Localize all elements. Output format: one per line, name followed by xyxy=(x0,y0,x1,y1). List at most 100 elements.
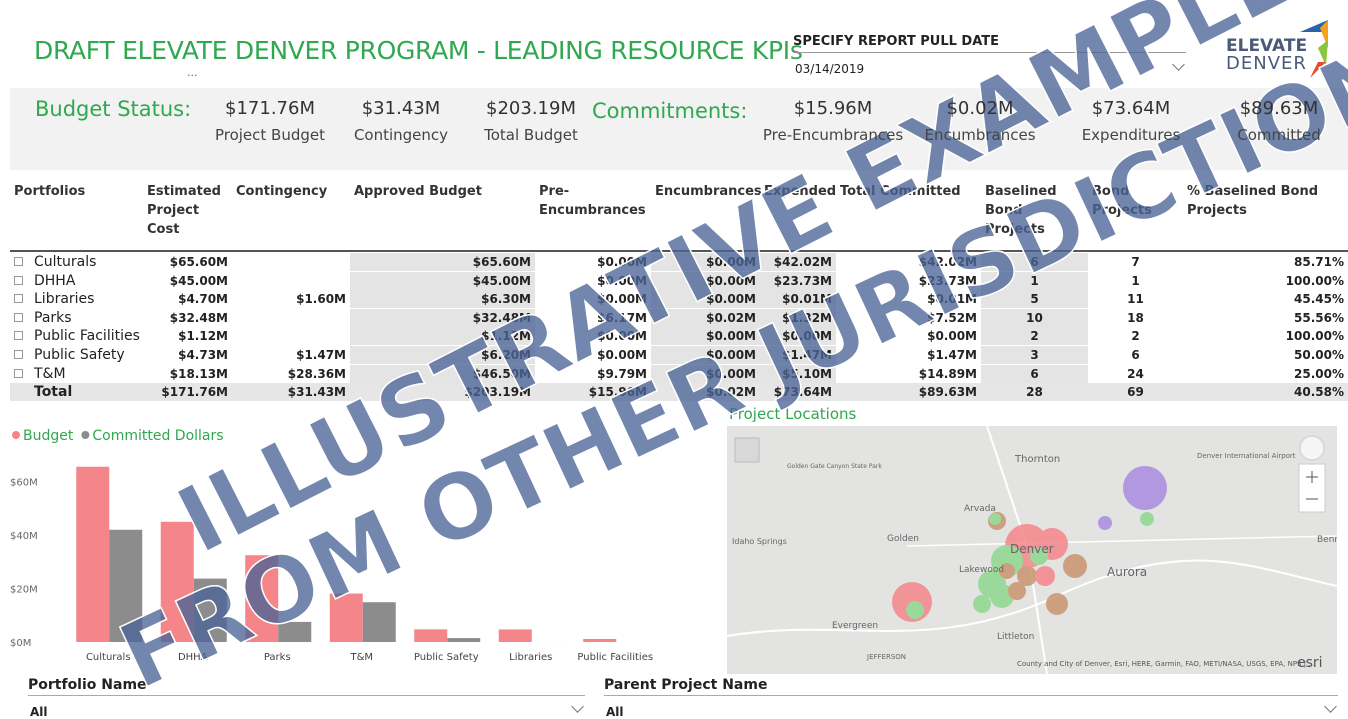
x-tick-label: Libraries xyxy=(509,652,552,663)
place-label: Golden Gate Canyon State Park xyxy=(787,463,882,470)
dashboard: DRAFT ELEVATE DENVER PROGRAM - LEADING R… xyxy=(0,0,1348,718)
date-label: SPECIFY REPORT PULL DATE xyxy=(793,34,999,49)
expand-toggle[interactable] xyxy=(14,313,23,322)
expand-toggle[interactable] xyxy=(14,350,23,359)
x-tick-label: T&M xyxy=(349,652,373,663)
y-tick-label: $20M xyxy=(10,585,38,596)
table-cell: $171.76M xyxy=(143,383,232,401)
table-cell: 2 xyxy=(981,327,1088,345)
table-cell: $45.00M xyxy=(143,272,232,290)
filter-dropdown[interactable]: All xyxy=(30,705,48,719)
table-cell: $0.02M xyxy=(651,383,760,401)
row-label: Total xyxy=(10,383,143,401)
place-label: Idaho Springs xyxy=(732,537,787,546)
table-cell: $1.47M xyxy=(836,346,981,364)
row-label: Libraries xyxy=(10,290,143,308)
bar xyxy=(447,638,480,642)
kpi-label: Pre-Encumbrances xyxy=(753,126,913,144)
table-cell: $0.00M xyxy=(535,272,651,290)
dropdown-chevron[interactable] xyxy=(571,700,584,713)
table-cell: 45.45% xyxy=(1183,290,1348,308)
table-cell xyxy=(232,272,350,290)
select-tool[interactable] xyxy=(735,438,759,462)
table-cell: $1.12M xyxy=(143,327,232,345)
table-cell: $0.00M xyxy=(651,272,760,290)
expand-toggle[interactable] xyxy=(14,331,23,340)
table-cell: $0.00M xyxy=(651,290,760,308)
table-cell: $46.50M xyxy=(350,365,535,383)
kpi-value: $31.43M xyxy=(331,98,471,119)
logo-mark xyxy=(1290,18,1330,80)
place-label: Benn xyxy=(1317,535,1337,545)
place-label: Denver xyxy=(1010,542,1054,556)
legend-label: Committed Dollars xyxy=(92,428,223,444)
table-cell xyxy=(232,327,350,345)
expand-toggle[interactable] xyxy=(14,369,23,378)
table-cell: $5.10M xyxy=(760,365,836,383)
table-cell: $89.63M xyxy=(836,383,981,401)
bar xyxy=(245,555,278,642)
table-cell: 100.00% xyxy=(1183,272,1348,290)
kpi-value: $15.96M xyxy=(763,98,903,119)
expand-toggle[interactable] xyxy=(14,294,23,303)
locate-button[interactable] xyxy=(1300,436,1324,460)
table-cell: $0.00M xyxy=(535,346,651,364)
expand-toggle[interactable] xyxy=(14,257,23,266)
table-cell: $0.00M xyxy=(651,327,760,345)
table-cell: $1.12M xyxy=(350,327,535,345)
filter-dropdown[interactable]: All xyxy=(606,705,624,719)
table-cell: $45.00M xyxy=(350,272,535,290)
table-cell: $1.47M xyxy=(232,346,350,364)
table-cell: $42.02M xyxy=(836,253,981,271)
date-dropdown[interactable]: 03/14/2019 xyxy=(795,62,864,76)
kpi-label: Encumbrances xyxy=(900,126,1060,144)
table-cell: $0.01M xyxy=(836,290,981,308)
column-header: Bond Projects xyxy=(1088,180,1183,222)
place-label: Littleton xyxy=(997,632,1034,642)
kpi-value: $89.63M xyxy=(1209,98,1348,119)
kpi-value: $203.19M xyxy=(461,98,601,119)
y-tick-label: $0M xyxy=(10,638,31,649)
header-rule xyxy=(10,250,1348,252)
column-header: Pre-Encumbrances xyxy=(535,180,651,222)
row-label: T&M xyxy=(10,365,143,383)
dropdown-chevron[interactable] xyxy=(1172,58,1185,71)
page-title: DRAFT ELEVATE DENVER PROGRAM - LEADING R… xyxy=(34,36,803,65)
bar xyxy=(414,629,447,642)
expand-toggle[interactable] xyxy=(14,276,23,285)
table-cell: $1.32M xyxy=(760,309,836,327)
x-tick-label: Public Facilities xyxy=(577,652,653,663)
table-cell: $0.00M xyxy=(836,327,981,345)
kpi-label: Total Budget xyxy=(451,126,611,144)
table-cell: $23.73M xyxy=(760,272,836,290)
table-cell: $0.00M xyxy=(535,290,651,308)
dropdown-chevron[interactable] xyxy=(1324,700,1337,713)
column-header: Total Committed xyxy=(836,180,981,203)
table-cell: $0.00M xyxy=(535,327,651,345)
column-header: Contingency xyxy=(232,180,350,203)
table-cell: 1 xyxy=(981,272,1088,290)
table-cell: 100.00% xyxy=(1183,327,1348,345)
more-options[interactable]: ... xyxy=(187,66,198,79)
table-cell xyxy=(232,309,350,327)
place-label: Evergreen xyxy=(832,621,878,631)
table-cell: $6.17M xyxy=(535,309,651,327)
x-tick-label: Public Safety xyxy=(414,652,479,663)
legend-label: Budget xyxy=(23,428,74,444)
table-cell: $65.60M xyxy=(350,253,535,271)
table-cell: 50.00% xyxy=(1183,346,1348,364)
kpi-label: Expenditures xyxy=(1051,126,1211,144)
legend-marker xyxy=(81,431,89,439)
x-tick-label: Parks xyxy=(264,652,291,663)
table-cell: 3 xyxy=(981,346,1088,364)
y-tick-label: $40M xyxy=(10,531,38,542)
table-cell: $1.47M xyxy=(760,346,836,364)
column-header: % Baselined Bond Projects xyxy=(1183,180,1348,222)
table-cell: $4.73M xyxy=(143,346,232,364)
column-header: Baselined Bond Projects xyxy=(981,180,1088,241)
row-label: Public Safety xyxy=(10,346,143,364)
table-cell: $28.36M xyxy=(232,365,350,383)
bar xyxy=(499,629,532,642)
table-cell: $6.30M xyxy=(350,290,535,308)
table-cell: 6 xyxy=(1088,346,1183,364)
